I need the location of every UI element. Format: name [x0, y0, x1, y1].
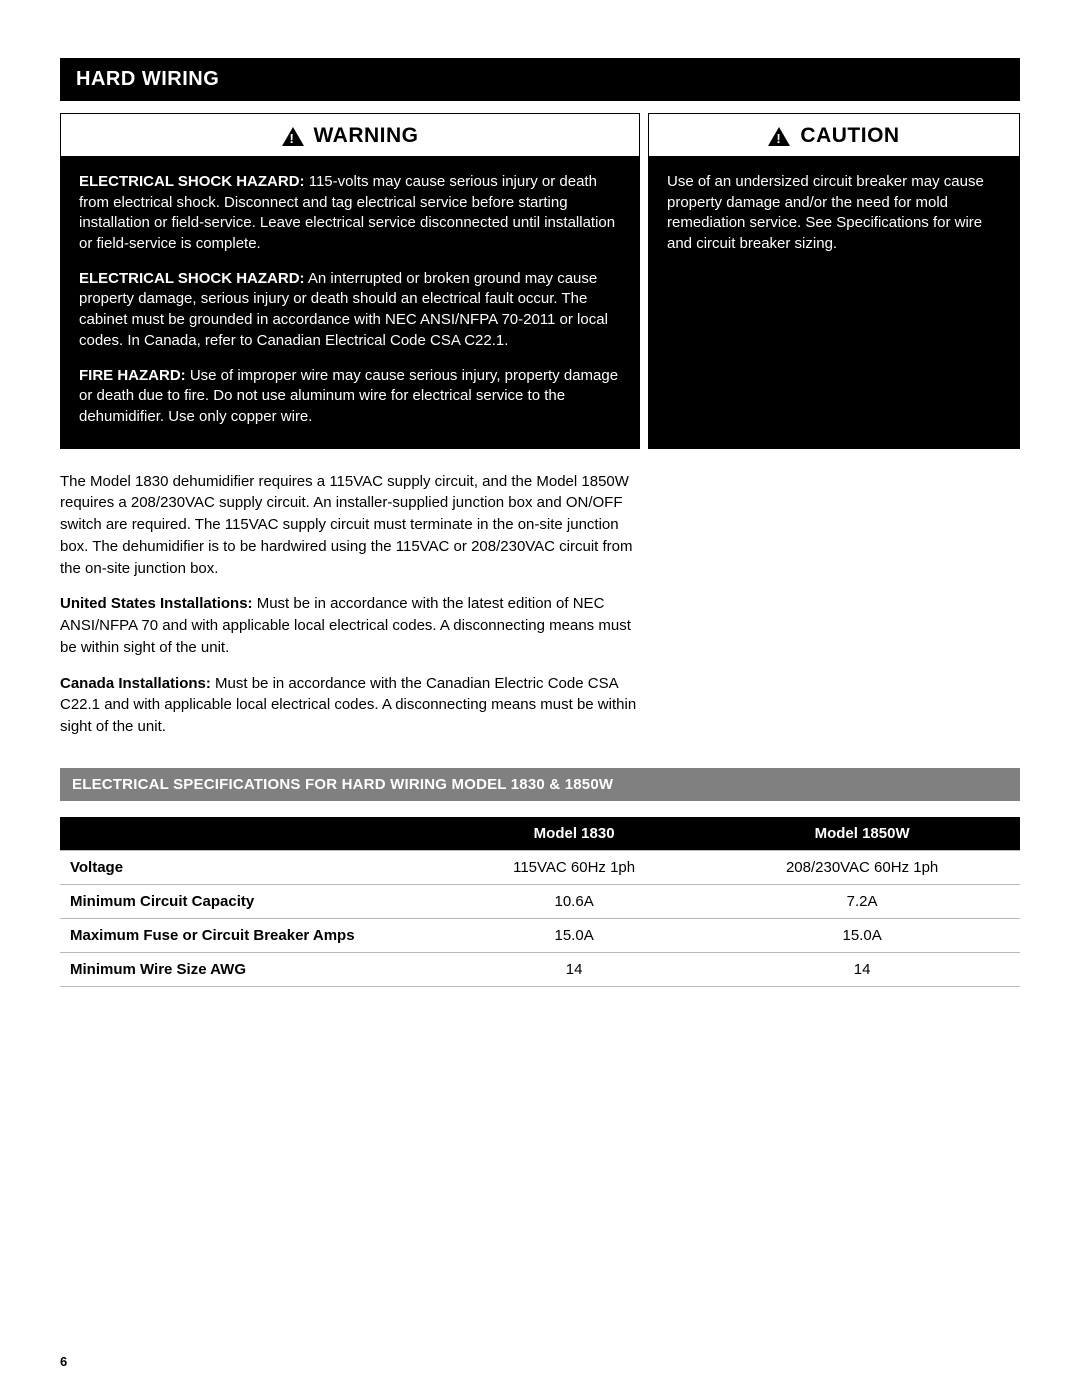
warning-lead-1: ELECTRICAL SHOCK HAZARD:: [79, 173, 305, 190]
table-row: Minimum Wire Size AWG 14 14: [60, 952, 1020, 986]
section-title: HARD WIRING: [60, 58, 1020, 101]
spec-table: Model 1830 Model 1850W Voltage 115VAC 60…: [60, 817, 1020, 987]
table-header-col2: Model 1850W: [704, 817, 1020, 851]
warning-body: ELECTRICAL SHOCK HAZARD: 115-volts may c…: [61, 156, 639, 448]
row-cell: 10.6A: [444, 884, 704, 918]
table-header-blank: [60, 817, 444, 851]
body-p3-lead: Canada Installations:: [60, 675, 211, 692]
caution-triangle-icon: [768, 127, 790, 146]
body-text: The Model 1830 dehumidifier requires a 1…: [60, 471, 650, 738]
body-p2: United States Installations: Must be in …: [60, 593, 650, 658]
row-cell: 15.0A: [444, 918, 704, 952]
caution-body: Use of an undersized circuit breaker may…: [649, 156, 1019, 448]
alert-row: WARNING ELECTRICAL SHOCK HAZARD: 115-vol…: [60, 113, 1020, 449]
body-p3: Canada Installations: Must be in accorda…: [60, 673, 650, 738]
table-header-col1: Model 1830: [444, 817, 704, 851]
row-label: Minimum Wire Size AWG: [60, 952, 444, 986]
caution-box: CAUTION Use of an undersized circuit bre…: [648, 113, 1020, 449]
warning-lead-3: FIRE HAZARD:: [79, 367, 186, 384]
warning-box: WARNING ELECTRICAL SHOCK HAZARD: 115-vol…: [60, 113, 640, 449]
row-cell: 14: [704, 952, 1020, 986]
table-row: Maximum Fuse or Circuit Breaker Amps 15.…: [60, 918, 1020, 952]
caution-title: CAUTION: [800, 124, 899, 148]
page-number: 6: [60, 1354, 67, 1369]
row-cell: 7.2A: [704, 884, 1020, 918]
row-label: Voltage: [60, 850, 444, 884]
table-row: Minimum Circuit Capacity 10.6A 7.2A: [60, 884, 1020, 918]
row-cell: 14: [444, 952, 704, 986]
warning-title: WARNING: [314, 124, 419, 148]
body-p1: The Model 1830 dehumidifier requires a 1…: [60, 471, 650, 580]
caution-text: Use of an undersized circuit breaker may…: [667, 172, 1001, 255]
warning-triangle-icon: [282, 127, 304, 146]
row-cell: 208/230VAC 60Hz 1ph: [704, 850, 1020, 884]
row-label: Minimum Circuit Capacity: [60, 884, 444, 918]
warning-para-1: ELECTRICAL SHOCK HAZARD: 115-volts may c…: [79, 172, 621, 255]
table-header-row: Model 1830 Model 1850W: [60, 817, 1020, 851]
table-row: Voltage 115VAC 60Hz 1ph 208/230VAC 60Hz …: [60, 850, 1020, 884]
warning-header: WARNING: [61, 114, 639, 156]
caution-header: CAUTION: [649, 114, 1019, 156]
warning-para-3: FIRE HAZARD: Use of improper wire may ca…: [79, 366, 621, 428]
warning-para-2: ELECTRICAL SHOCK HAZARD: An interrupted …: [79, 269, 621, 352]
row-cell: 15.0A: [704, 918, 1020, 952]
row-cell: 115VAC 60Hz 1ph: [444, 850, 704, 884]
warning-lead-2: ELECTRICAL SHOCK HAZARD:: [79, 270, 305, 287]
body-p2-lead: United States Installations:: [60, 595, 253, 612]
spec-title: ELECTRICAL SPECIFICATIONS FOR HARD WIRIN…: [60, 768, 1020, 801]
row-label: Maximum Fuse or Circuit Breaker Amps: [60, 918, 444, 952]
